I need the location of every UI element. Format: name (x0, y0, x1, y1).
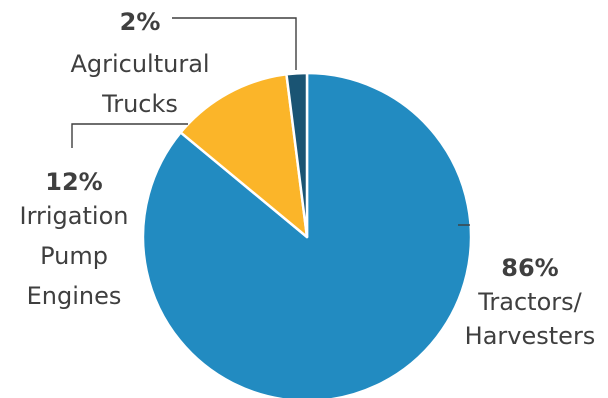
slice-label-agricultural-trucks-line2: Trucks (101, 90, 178, 118)
slice-label-irrigation-pump-engines-line1: Irrigation (20, 202, 129, 230)
pie-slice-agricultural-trucks (285, 71, 309, 239)
pie-slice-irrigation-pump-engines (179, 73, 309, 239)
slice-label-irrigation-pump-engines-line2: Pump (40, 242, 108, 270)
slice-label-agricultural-trucks-line1: Agricultural (70, 50, 209, 78)
leader-line-irrigation-pump-engines (71, 123, 188, 148)
slice-label-irrigation-pump-engines-line3: Engines (27, 282, 122, 310)
slice-label-tractors-harvesters-line2: Harvesters (465, 322, 596, 350)
slice-percent-agricultural-trucks: 2% (120, 8, 161, 36)
slice-percent-tractors-harvesters: 86% (501, 254, 558, 282)
leader-line-agricultural-trucks (172, 17, 297, 70)
slice-percent-irrigation-pump-engines: 12% (45, 168, 102, 196)
pie-slice-tractors-harvesters (141, 71, 473, 398)
pie-slices (141, 71, 473, 398)
slice-label-tractors-harvesters-line1: Tractors/ (477, 288, 582, 316)
